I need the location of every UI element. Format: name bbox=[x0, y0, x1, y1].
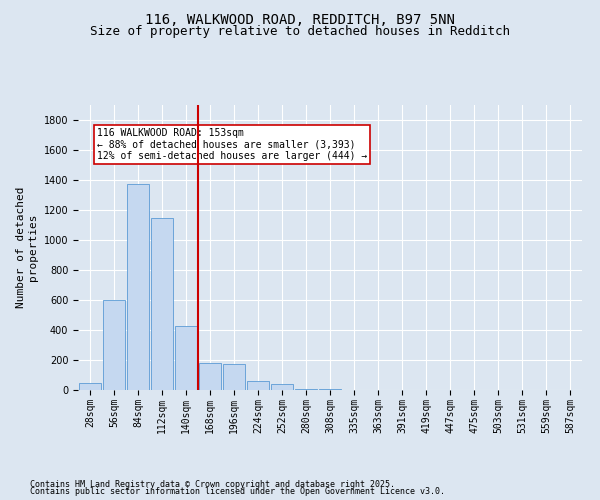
Bar bbox=[127, 184, 149, 390]
Text: Contains HM Land Registry data © Crown copyright and database right 2025.: Contains HM Land Registry data © Crown c… bbox=[30, 480, 395, 489]
Bar bbox=[295, 388, 317, 390]
Text: Size of property relative to detached houses in Redditch: Size of property relative to detached ho… bbox=[90, 25, 510, 38]
Bar bbox=[175, 326, 197, 390]
Bar bbox=[223, 364, 245, 390]
Bar bbox=[103, 300, 125, 390]
Bar bbox=[247, 382, 269, 390]
Bar bbox=[151, 218, 173, 390]
Bar bbox=[199, 363, 221, 390]
Bar bbox=[319, 388, 341, 390]
Bar bbox=[79, 382, 101, 390]
Text: 116 WALKWOOD ROAD: 153sqm
← 88% of detached houses are smaller (3,393)
12% of se: 116 WALKWOOD ROAD: 153sqm ← 88% of detac… bbox=[97, 128, 367, 160]
Text: 116, WALKWOOD ROAD, REDDITCH, B97 5NN: 116, WALKWOOD ROAD, REDDITCH, B97 5NN bbox=[145, 12, 455, 26]
Bar bbox=[271, 384, 293, 390]
Y-axis label: Number of detached
properties: Number of detached properties bbox=[16, 186, 38, 308]
Text: Contains public sector information licensed under the Open Government Licence v3: Contains public sector information licen… bbox=[30, 487, 445, 496]
